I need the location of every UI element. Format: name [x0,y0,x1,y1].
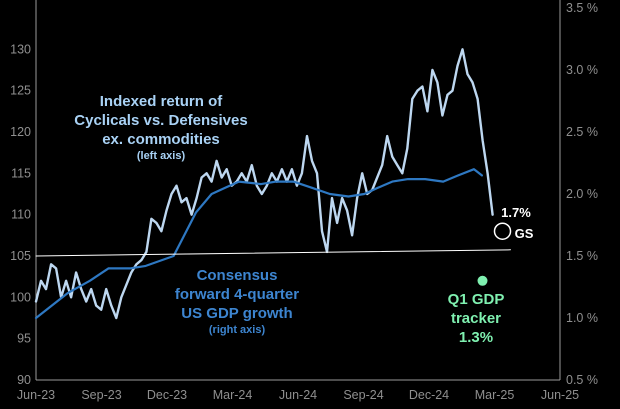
left-tick-label: 125 [10,84,31,98]
gdp-tracker-line2: tracker [450,310,502,327]
x-tick-label: Jun-23 [17,388,55,402]
right-tick-label: 1.0 % [566,311,598,325]
consensus-annotation-line1: Consensus [196,267,278,284]
x-tick-label: Mar-24 [213,388,253,402]
right-tick-label: 3.5 % [566,1,598,15]
left-tick-label: 110 [11,208,31,222]
x-tick-label: Sep-23 [81,388,121,402]
cyclicals-line [34,48,494,320]
x-tick-label: Dec-23 [147,388,187,402]
x-tick-label: Jun-25 [541,388,579,402]
left-tick-label: 105 [10,249,31,263]
right-tick-label: 2.5 % [566,125,598,139]
cyclicals-annotation-sub: (left axis) [136,150,186,162]
gs-label: GS [514,226,534,241]
left-tick-label: 120 [10,125,31,139]
left-tick-label: 115 [11,166,31,180]
points-group [477,222,512,286]
consensus-annotation-line3: US GDP growth [181,305,293,322]
right-tick-label: 1.5 % [566,249,598,263]
gdp-tracker-marker [477,275,488,286]
cyclicals-annotation-line3: ex. commodities [102,131,220,148]
cyclicals-annotation-line1: Indexed return of [99,93,223,110]
gdp-tracker-line1: Q1 GDP [447,291,505,308]
left-tick-label: 130 [10,42,31,56]
left-tick-label: 95 [17,332,31,346]
x-tick-label: Mar-25 [475,388,515,402]
right-tick-label: 3.0 % [566,63,598,77]
left-axis-ticks: 90 95 100 105 110 115 120 125 130 [10,42,31,387]
x-tick-label: Jun-24 [279,388,317,402]
left-tick-label: 90 [17,373,31,387]
cyclicals-annotation: Indexed return of Cyclicals vs. Defensiv… [66,92,256,163]
series-group [34,48,511,320]
x-tick-label: Dec-24 [409,388,449,402]
gs-marker [493,222,512,240]
left-tick-label: 100 [10,290,31,304]
gdp-tracker-annotation: Q1 GDP tracker 1.3% [436,290,516,347]
gdp-tracker-line3: 1.3% [458,329,494,346]
right-axis-ticks: 0.5 % 1.0 % 1.5 % 2.0 % 2.5 % 3.0 % 3.5 % [566,1,598,387]
gs-value-label: 1.7% [501,205,531,220]
consensus-gdp-line [34,168,483,320]
trend-line [35,249,511,257]
right-tick-label: 2.0 % [566,187,598,201]
consensus-annotation-sub: (right axis) [208,324,266,336]
consensus-annotation-line2: forward 4-quarter [174,286,300,303]
right-tick-label: 0.5 % [566,373,598,387]
consensus-annotation: Consensus forward 4-quarter US GDP growt… [162,266,312,337]
x-tick-label: Sep-24 [343,388,383,402]
cyclicals-annotation-line2: Cyclicals vs. Defensives [74,112,248,129]
x-axis-ticks: Jun-23 Sep-23 Dec-23 Mar-24 Jun-24 Sep-24 Dec-… [17,388,579,402]
